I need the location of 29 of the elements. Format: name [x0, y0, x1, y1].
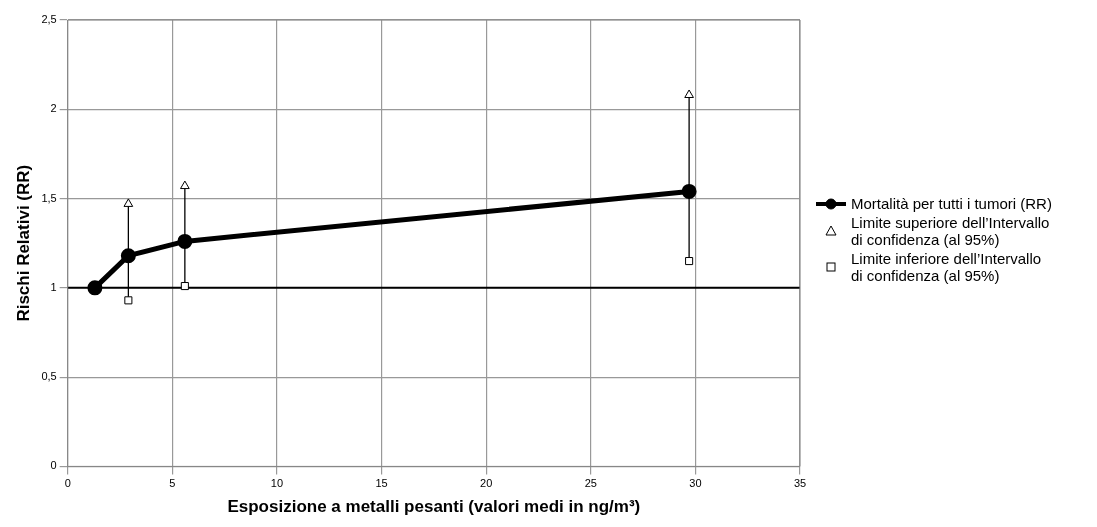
point: [180, 180, 190, 190]
y-tick-label: 2: [50, 102, 57, 115]
x-tick-label: 35: [793, 477, 807, 490]
point: [177, 233, 193, 249]
x-tick-label: 20: [480, 477, 493, 490]
y-tick-label: 0: [50, 459, 57, 472]
legend-label: Limite inferiore dell’Intervallo di confidenza (al 95%): [851, 250, 1043, 284]
legend-label: Mortalità per tutti i tumori (RR): [851, 195, 1052, 212]
y-tick-label: 1,5: [41, 191, 57, 204]
point: [123, 198, 134, 207]
x-tick-label: 10: [270, 477, 284, 490]
x-tick-label: 0: [64, 477, 71, 490]
x-tick-label: 5: [169, 477, 176, 490]
y-tick-label: 0,5: [41, 370, 57, 383]
point: [120, 248, 136, 264]
legend-label: Limite superiore dell’Intervallo di confidenza (al 95%): [851, 214, 1051, 248]
y-axis-title: Rischi Relativi (RR): [13, 164, 33, 322]
point: [87, 280, 103, 296]
y-tick-label: 1: [50, 280, 57, 293]
point: [124, 296, 133, 305]
point: [685, 257, 694, 266]
point: [180, 282, 189, 291]
x-tick-label: 25: [584, 477, 597, 490]
x-tick-label: 30: [689, 477, 702, 490]
x-axis-title: Esposizione a metalli pesanti (valori medi in ng/m³): [227, 497, 641, 517]
x-tick-label: 15: [375, 477, 388, 490]
point: [681, 183, 697, 199]
point: [684, 89, 694, 98]
y-tick-label: 2,5: [41, 13, 57, 26]
